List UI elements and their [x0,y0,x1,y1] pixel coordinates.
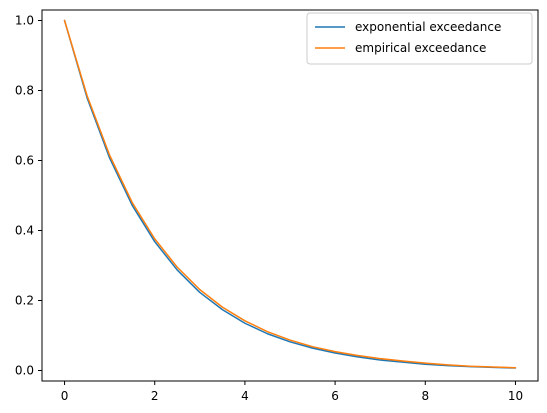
series-layer [63,19,517,369]
series-line-exponential [63,19,517,369]
y-tick-label: 0.2 [15,294,34,308]
y-tick-label: 0.0 [15,364,34,378]
x-tick-label: 0 [61,389,69,403]
x-tick-label: 10 [508,389,523,403]
x-tick-label: 4 [241,389,249,403]
legend: exponential exceedance empirical exceeda… [306,12,533,65]
x-tick-label: 6 [331,389,339,403]
legend-box [306,12,533,65]
x-tick-label: 2 [151,389,159,403]
y-tick-label: 0.4 [15,224,34,238]
plot-area [41,9,539,382]
y-axis: 0.0 0.2 0.4 0.6 0.8 1.0 [15,14,42,378]
x-axis: 0 2 4 6 8 10 [61,381,523,403]
legend-label-exponential: exponential exceedance [355,20,501,34]
axes-frame [41,9,539,382]
y-tick-label: 1.0 [15,14,34,28]
x-tick-label: 8 [421,389,429,403]
legend-label-empirical: empirical exceedance [355,41,486,55]
series-line-empirical [63,19,517,369]
y-tick-label: 0.6 [15,154,34,168]
y-tick-label: 0.8 [15,84,34,98]
